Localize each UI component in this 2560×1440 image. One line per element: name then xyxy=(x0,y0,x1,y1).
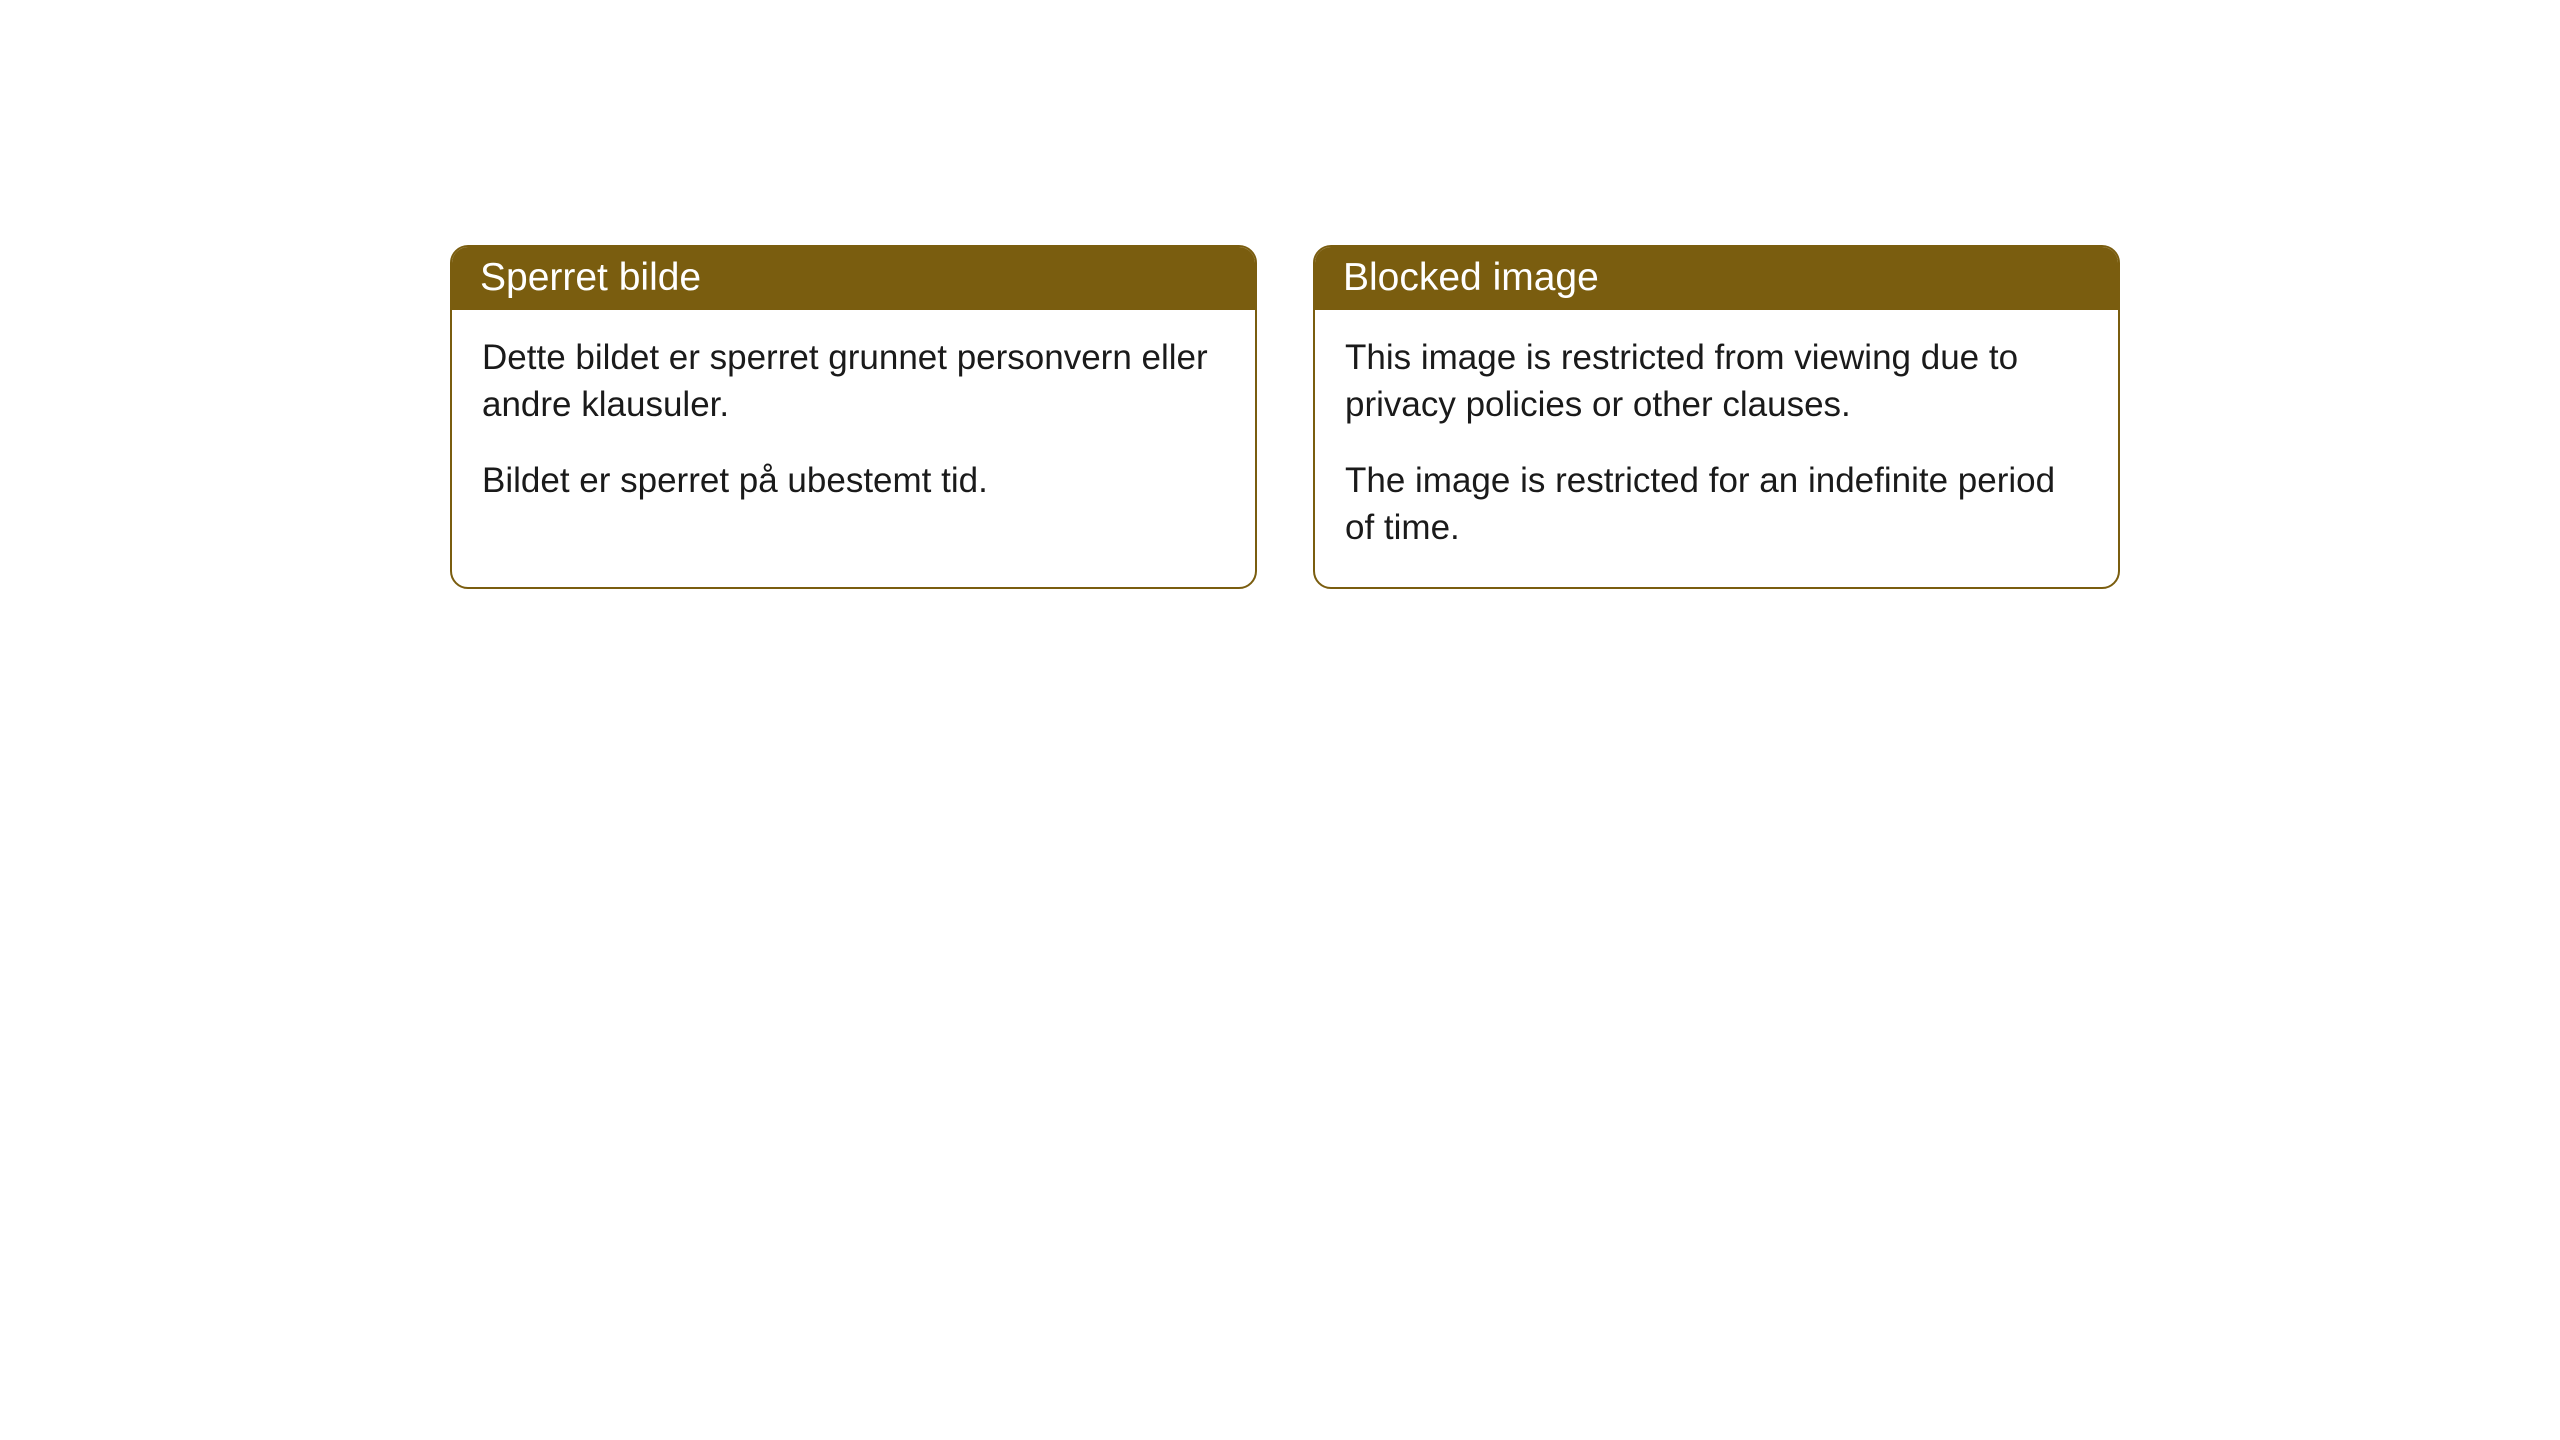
notice-text-1: This image is restricted from viewing du… xyxy=(1345,334,2088,429)
notice-text-1: Dette bildet er sperret grunnet personve… xyxy=(482,334,1225,429)
card-body: Dette bildet er sperret grunnet personve… xyxy=(452,310,1255,540)
notice-card-english: Blocked image This image is restricted f… xyxy=(1313,245,2120,589)
card-header: Sperret bilde xyxy=(452,247,1255,310)
notice-card-norwegian: Sperret bilde Dette bildet er sperret gr… xyxy=(450,245,1257,589)
cards-container: Sperret bilde Dette bildet er sperret gr… xyxy=(450,245,2560,589)
card-header: Blocked image xyxy=(1315,247,2118,310)
notice-text-2: The image is restricted for an indefinit… xyxy=(1345,457,2088,552)
card-body: This image is restricted from viewing du… xyxy=(1315,310,2118,587)
notice-text-2: Bildet er sperret på ubestemt tid. xyxy=(482,457,1225,504)
